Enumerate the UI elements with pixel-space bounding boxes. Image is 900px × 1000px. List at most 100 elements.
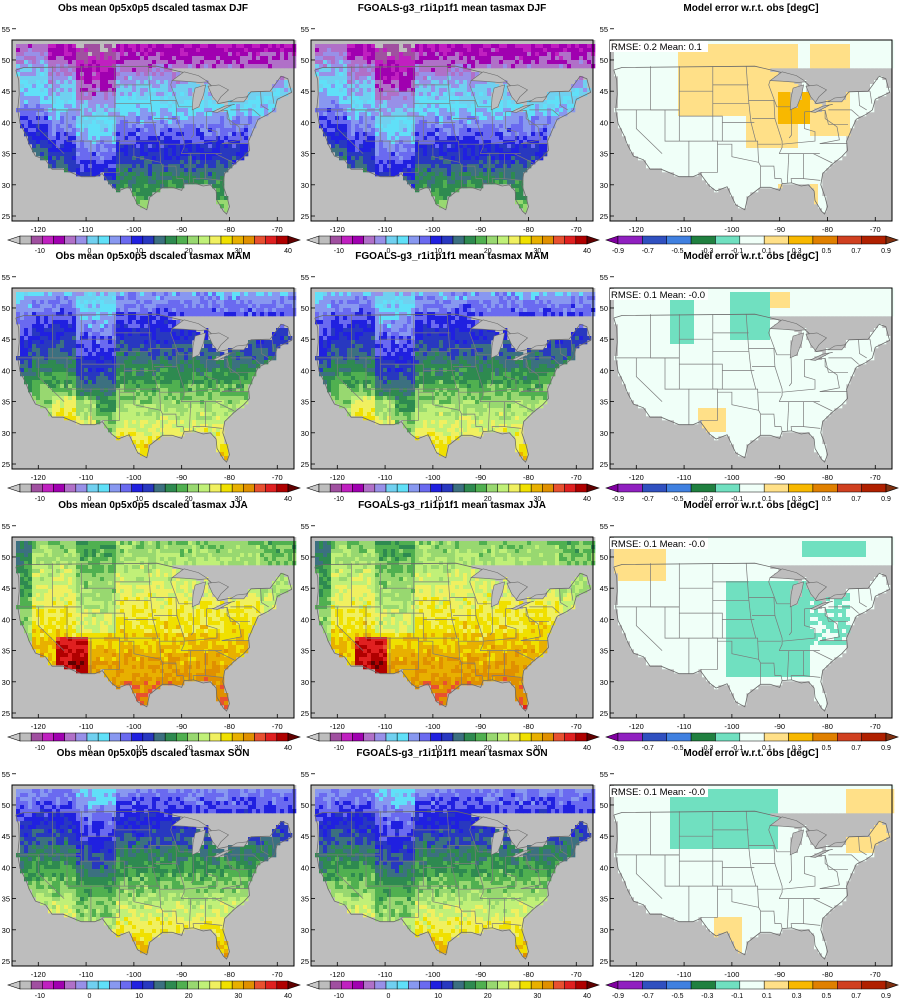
y-tick-label: 55 bbox=[2, 522, 10, 531]
colorbar-arrow-left bbox=[307, 484, 319, 492]
colorbar-segment bbox=[54, 981, 65, 989]
y-tick-label: 55 bbox=[301, 770, 309, 779]
colorbar-segment bbox=[330, 484, 341, 492]
y-tick-label: 40 bbox=[301, 863, 309, 872]
colorbar-segment bbox=[520, 236, 531, 244]
colorbar-segment bbox=[353, 981, 364, 989]
colorbar-arrow-left bbox=[606, 236, 618, 244]
panel-title: Model error w.r.t. obs [degC] bbox=[683, 748, 818, 759]
figure: Obs mean 0p5x0p5 dscaled tasmax DJF-120-… bbox=[0, 0, 900, 1000]
colorbar-segment bbox=[176, 236, 187, 244]
colorbar-label: 0.7 bbox=[851, 496, 861, 503]
y-tick-label: 25 bbox=[301, 957, 309, 966]
temperature-colorbar: -10 0 10 20 30 40 bbox=[8, 981, 300, 1000]
colorbar-label: -10 bbox=[35, 745, 45, 752]
x-tick-label: -120 bbox=[31, 722, 46, 731]
y-tick-label: 45 bbox=[301, 335, 309, 344]
colorbar-label: 0.9 bbox=[881, 496, 891, 503]
colorbar-segment bbox=[667, 484, 691, 492]
colorbar-segment bbox=[397, 236, 408, 244]
colorbar-label: -10 bbox=[35, 993, 45, 1000]
colorbar-segment bbox=[420, 733, 431, 741]
y-tick-label: 30 bbox=[600, 181, 608, 190]
colorbar-segment bbox=[420, 484, 431, 492]
y-tick-label: 55 bbox=[600, 770, 608, 779]
panel-title: Obs mean 0p5x0p5 dscaled tasmax SON bbox=[57, 748, 250, 759]
x-tick-label: -110 bbox=[79, 722, 93, 731]
colorbar-segment bbox=[154, 236, 165, 244]
colorbar-segment bbox=[813, 484, 837, 492]
colorbar-label: 40 bbox=[583, 248, 591, 255]
y-tick-label: 35 bbox=[301, 150, 309, 159]
colorbar-segment bbox=[691, 981, 715, 989]
colorbar-segment bbox=[789, 236, 813, 244]
panel-title: Obs mean 0p5x0p5 dscaled tasmax MAM bbox=[55, 251, 250, 262]
colorbar-label: 0.1 bbox=[762, 993, 772, 1000]
colorbar-label: 0.5 bbox=[822, 248, 832, 255]
colorbar-segment bbox=[255, 981, 266, 989]
colorbar-segment bbox=[165, 484, 176, 492]
colorbar-segment bbox=[143, 733, 154, 741]
x-tick-label: -90 bbox=[176, 970, 187, 979]
colorbar-label: -0.7 bbox=[642, 745, 654, 752]
colorbar-segment bbox=[188, 981, 199, 989]
y-tick-label: 50 bbox=[600, 801, 608, 810]
colorbar-segment bbox=[243, 981, 254, 989]
colorbar-segment bbox=[386, 733, 397, 741]
colorbar-segment bbox=[210, 484, 221, 492]
colorbar-segment bbox=[576, 236, 587, 244]
y-tick-label: 40 bbox=[301, 615, 309, 624]
colorbar-label: 0.7 bbox=[851, 248, 861, 255]
colorbar-segment bbox=[642, 236, 666, 244]
colorbar-segment bbox=[565, 484, 576, 492]
y-tick-label: 35 bbox=[301, 895, 309, 904]
colorbar-segment bbox=[109, 733, 120, 741]
colorbar-segment bbox=[319, 733, 330, 741]
colorbar-arrow-left bbox=[606, 981, 618, 989]
colorbar-segment bbox=[862, 981, 886, 989]
colorbar-segment bbox=[243, 236, 254, 244]
colorbar-segment bbox=[837, 733, 861, 741]
x-tick-label: -90 bbox=[774, 970, 785, 979]
colorbar-segment bbox=[364, 733, 375, 741]
colorbar-label: 0.9 bbox=[881, 745, 891, 752]
x-tick-label: -110 bbox=[677, 225, 691, 234]
colorbar-segment bbox=[330, 733, 341, 741]
colorbar-label: -0.9 bbox=[612, 496, 624, 503]
colorbar-segment bbox=[176, 733, 187, 741]
x-tick-label: -80 bbox=[822, 473, 833, 482]
colorbar-segment bbox=[464, 484, 475, 492]
colorbar-segment bbox=[353, 733, 364, 741]
map-panel-mam-model: FGOALS-g3_r1i1p1f1 mean tasmax MAM-120 -1… bbox=[301, 251, 596, 482]
panel-title: Model error w.r.t. obs [degC] bbox=[683, 251, 818, 262]
colorbar-segment bbox=[764, 236, 788, 244]
colorbar-segment bbox=[319, 484, 330, 492]
colorbar-label: 0.5 bbox=[822, 496, 832, 503]
colorbar-segment bbox=[565, 236, 576, 244]
colorbar-segment bbox=[715, 981, 739, 989]
colorbar-segment bbox=[364, 484, 375, 492]
colorbar-arrow-left bbox=[8, 484, 20, 492]
colorbar-arrow-left bbox=[307, 733, 319, 741]
colorbar-segment bbox=[232, 236, 243, 244]
x-tick-label: -70 bbox=[870, 225, 881, 234]
y-tick-label: 55 bbox=[2, 25, 10, 34]
x-tick-label: -90 bbox=[176, 225, 187, 234]
y-tick-label: 35 bbox=[600, 150, 608, 159]
colorbar-segment bbox=[375, 236, 386, 244]
colorbar-segment bbox=[487, 981, 498, 989]
colorbar-segment bbox=[132, 484, 143, 492]
x-tick-label: -90 bbox=[475, 722, 486, 731]
colorbar-segment bbox=[42, 733, 53, 741]
colorbar-segment bbox=[813, 981, 837, 989]
y-tick-label: 35 bbox=[600, 895, 608, 904]
colorbar-arrow-right bbox=[587, 981, 599, 989]
colorbar-segment bbox=[121, 981, 132, 989]
colorbar-segment bbox=[453, 733, 464, 741]
colorbar-segment bbox=[691, 236, 715, 244]
y-tick-label: 45 bbox=[600, 335, 608, 344]
colorbar-segment bbox=[221, 236, 232, 244]
panel-title: Model error w.r.t. obs [degC] bbox=[683, 3, 818, 14]
y-tick-label: 35 bbox=[600, 398, 608, 407]
map-panel-jja-obs: Obs mean 0p5x0p5 dscaled tasmax JJA-120-… bbox=[2, 500, 297, 731]
